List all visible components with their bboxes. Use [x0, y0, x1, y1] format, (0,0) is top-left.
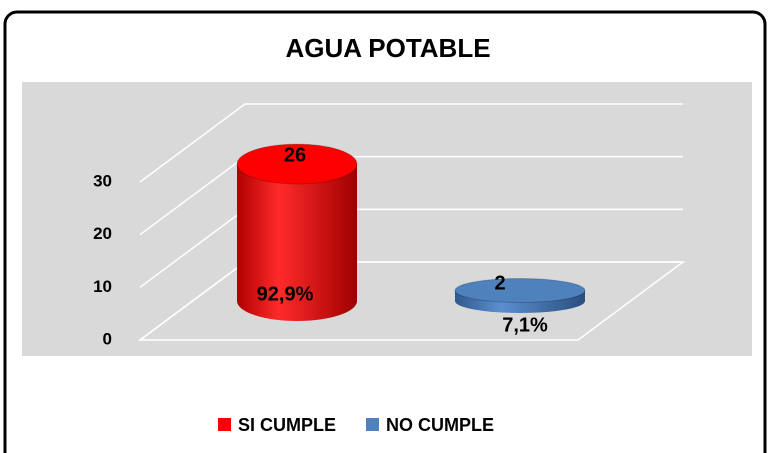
bar-top: [236, 143, 358, 185]
y-tick-label: 0: [103, 329, 112, 348]
legend-label: SI CUMPLE: [238, 415, 336, 435]
chart-title: AGUA POTABLE: [285, 33, 490, 63]
percentage-label: 92,9%: [257, 283, 314, 305]
percentage-label: 7,1%: [502, 314, 548, 336]
y-tick-label: 30: [93, 171, 112, 190]
grid-line: [139, 103, 683, 183]
y-tick-label: 10: [93, 277, 112, 296]
bar-top: [454, 277, 586, 303]
value-label: 2: [494, 273, 505, 295]
legend-label: NO CUMPLE: [386, 415, 494, 435]
y-tick-label: 20: [93, 224, 112, 243]
legend-swatch: [366, 418, 380, 431]
legend-swatch: [218, 418, 231, 431]
value-label: 26: [284, 144, 306, 166]
bar-cylinder: [237, 164, 357, 321]
